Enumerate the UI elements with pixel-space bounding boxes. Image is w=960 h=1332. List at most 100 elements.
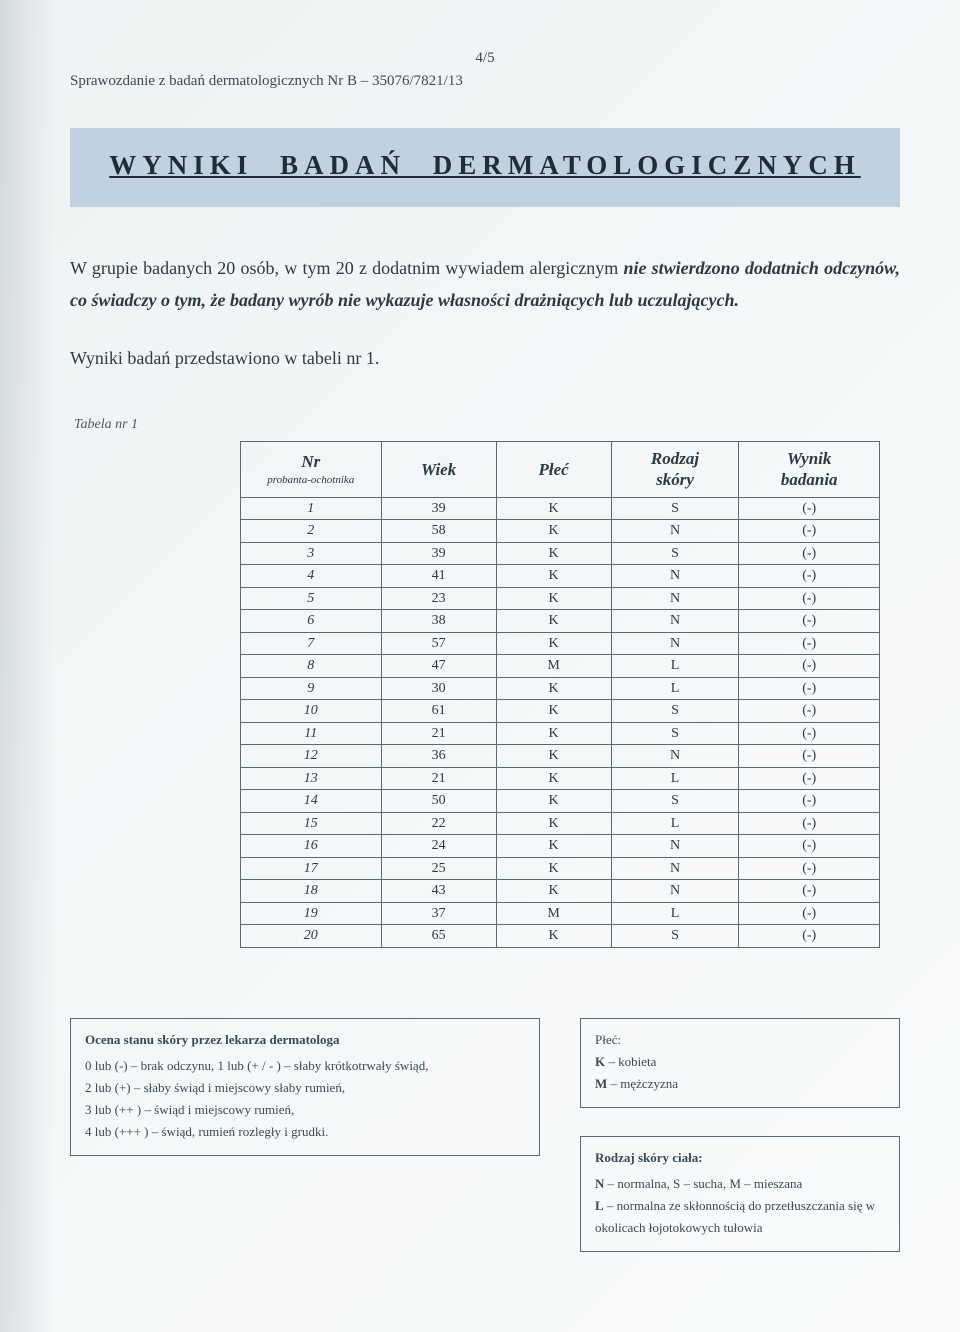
table-cell: S <box>611 790 739 813</box>
table-cell: (-) <box>739 812 880 835</box>
page-number: 4/5 <box>70 50 900 67</box>
table-cell: 24 <box>381 835 496 858</box>
table-cell: 13 <box>241 767 382 790</box>
legend-assessment: Ocena stanu skóry przez lekarza dermatol… <box>70 1018 540 1156</box>
table-cell: (-) <box>739 745 880 768</box>
table-cell: (-) <box>739 610 880 633</box>
table-cell: 23 <box>381 587 496 610</box>
table-cell: 4 <box>241 565 382 588</box>
table-cell: 30 <box>381 677 496 700</box>
table-cell: (-) <box>739 565 880 588</box>
table-cell: 21 <box>381 722 496 745</box>
legend-assessment-lines: 0 lub (-) – brak odczynu, 1 lub (+ / - )… <box>85 1055 525 1143</box>
table-cell: (-) <box>739 857 880 880</box>
table-row: 441KN(-) <box>241 565 880 588</box>
table-cell: (-) <box>739 925 880 948</box>
table-col-header: Wynikbadania <box>739 442 880 498</box>
table-cell: 61 <box>381 700 496 723</box>
table-cell: 10 <box>241 700 382 723</box>
legend-line: N – normalna, S – sucha, M – mieszana <box>595 1173 885 1195</box>
table-body: 139KS(-)258KN(-)339KS(-)441KN(-)523KN(-)… <box>241 497 880 947</box>
table-cell: (-) <box>739 497 880 520</box>
table-header-row: Nrprobanta-ochotnikaWiekPłećRodzajskóryW… <box>241 442 880 498</box>
intro-plain: W grupie badanych 20 osób, w tym 20 z do… <box>70 258 623 278</box>
table-cell: (-) <box>739 880 880 903</box>
title-band: WYNIKI BADAŃ DERMATOLOGICZNYCH <box>70 128 900 207</box>
table-cell: 18 <box>241 880 382 903</box>
table-row: 1522KL(-) <box>241 812 880 835</box>
table-cell: (-) <box>739 587 880 610</box>
table-row: 1061KS(-) <box>241 700 880 723</box>
table-cell: S <box>611 497 739 520</box>
legend-assessment-title: Ocena stanu skóry przez lekarza dermatol… <box>85 1029 525 1051</box>
table-cell: 41 <box>381 565 496 588</box>
table-cell: 39 <box>381 497 496 520</box>
table-cell: 9 <box>241 677 382 700</box>
legend-row: Ocena stanu skóry przez lekarza dermatol… <box>70 1018 900 1253</box>
table-cell: K <box>496 812 611 835</box>
table-cell: 22 <box>381 812 496 835</box>
table-row: 1321KL(-) <box>241 767 880 790</box>
table-cell: N <box>611 745 739 768</box>
table-cell: K <box>496 835 611 858</box>
table-cell: M <box>496 902 611 925</box>
table-cell: S <box>611 722 739 745</box>
table-caption: Tabela nr 1 <box>74 417 900 433</box>
legend-line: 3 lub (++ ) – świąd i miejscowy rumień, <box>85 1099 525 1121</box>
table-cell: N <box>611 632 739 655</box>
table-cell: 15 <box>241 812 382 835</box>
table-cell: 58 <box>381 520 496 543</box>
table-cell: (-) <box>739 902 880 925</box>
legend-skin-title: Rodzaj skóry ciała: <box>595 1147 885 1169</box>
report-reference: Sprawozdanie z badań dermatologicznych N… <box>70 73 900 90</box>
table-cell: (-) <box>739 677 880 700</box>
table-row: 1121KS(-) <box>241 722 880 745</box>
table-cell: N <box>611 610 739 633</box>
table-cell: 25 <box>381 857 496 880</box>
table-cell: K <box>496 565 611 588</box>
table-cell: 39 <box>381 542 496 565</box>
legend-sex-lines: K – kobietaM – mężczyzna <box>595 1051 885 1095</box>
table-cell: N <box>611 520 739 543</box>
table-cell: 19 <box>241 902 382 925</box>
table-cell: 3 <box>241 542 382 565</box>
legend-line: 2 lub (+) – słaby świąd i miejscowy słab… <box>85 1077 525 1099</box>
table-cell: N <box>611 835 739 858</box>
table-cell: (-) <box>739 700 880 723</box>
table-cell: K <box>496 497 611 520</box>
table-col-header: Płeć <box>496 442 611 498</box>
table-cell: 20 <box>241 925 382 948</box>
table-row: 1624KN(-) <box>241 835 880 858</box>
table-cell: 16 <box>241 835 382 858</box>
table-cell: (-) <box>739 632 880 655</box>
table-cell: L <box>611 677 739 700</box>
table-cell: S <box>611 542 739 565</box>
page: 4/5 Sprawozdanie z badań dermatologiczny… <box>0 0 960 1332</box>
table-cell: M <box>496 655 611 678</box>
table-row: 1450KS(-) <box>241 790 880 813</box>
table-cell: (-) <box>739 655 880 678</box>
table-row: 2065KS(-) <box>241 925 880 948</box>
page-title: WYNIKI BADAŃ DERMATOLOGICZNYCH <box>94 150 876 181</box>
table-cell: K <box>496 857 611 880</box>
table-cell: K <box>496 520 611 543</box>
table-cell: N <box>611 565 739 588</box>
table-row: 1236KN(-) <box>241 745 880 768</box>
table-cell: 7 <box>241 632 382 655</box>
table-cell: (-) <box>739 835 880 858</box>
table-cell: K <box>496 677 611 700</box>
table-col-subheader: probanta-ochotnika <box>247 474 375 488</box>
results-table-wrap: Nrprobanta-ochotnikaWiekPłećRodzajskóryW… <box>240 441 880 948</box>
table-cell: (-) <box>739 790 880 813</box>
table-row: 1937ML(-) <box>241 902 880 925</box>
legend-line: K – kobieta <box>595 1051 885 1073</box>
table-cell: 17 <box>241 857 382 880</box>
legend-line: L – normalna ze skłonnością do przetłusz… <box>595 1195 885 1239</box>
table-row: 139KS(-) <box>241 497 880 520</box>
table-row: 1725KN(-) <box>241 857 880 880</box>
table-cell: K <box>496 632 611 655</box>
legend-line: 4 lub (+++ ) – świąd, rumień rozległy i … <box>85 1121 525 1143</box>
legend-skin: Rodzaj skóry ciała: N – normalna, S – su… <box>580 1136 900 1252</box>
table-row: 638KN(-) <box>241 610 880 633</box>
table-cell: (-) <box>739 722 880 745</box>
